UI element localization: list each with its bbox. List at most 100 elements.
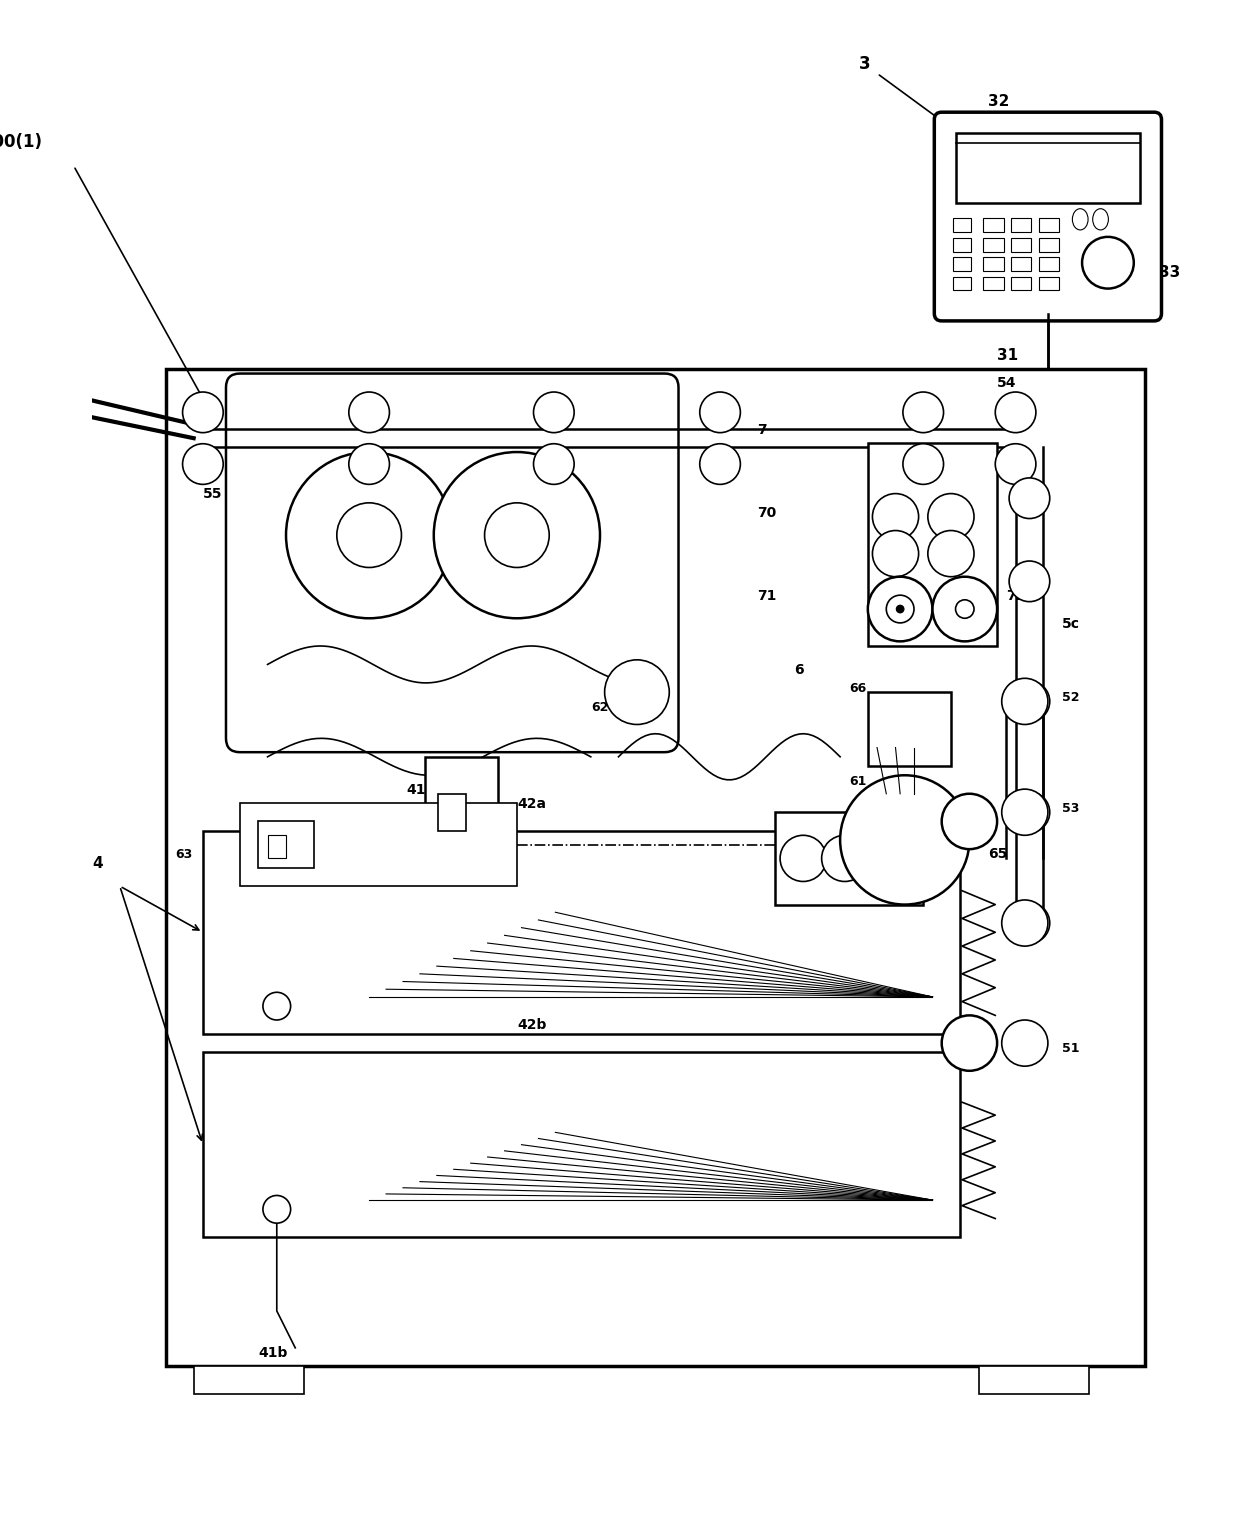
Text: 62: 62 [590,701,608,713]
Circle shape [873,493,919,540]
Circle shape [286,452,453,619]
Text: 42a: 42a [517,796,546,810]
Circle shape [348,444,389,484]
Circle shape [1009,681,1050,721]
Bar [193,1366,305,1395]
Circle shape [822,836,868,882]
Bar [983,237,1003,251]
Bar [1039,257,1059,271]
Bar [424,756,498,850]
Circle shape [941,1015,997,1070]
Circle shape [1083,237,1133,288]
Text: 33: 33 [1158,265,1180,280]
Circle shape [1002,900,1048,946]
Circle shape [868,577,932,641]
Bar [952,257,971,271]
Text: 72: 72 [1007,589,1025,603]
Text: 64: 64 [711,867,728,880]
Circle shape [903,392,944,433]
Text: 6: 6 [794,663,804,677]
Bar [203,831,960,1033]
Text: 100(1): 100(1) [0,133,42,152]
Circle shape [996,444,1035,484]
Text: 4: 4 [92,856,103,871]
Bar [1011,237,1032,251]
Circle shape [348,392,389,433]
Bar [952,237,971,251]
Circle shape [1009,903,1050,943]
Text: 55: 55 [203,487,222,501]
Bar [1039,237,1059,251]
Text: 32: 32 [988,93,1009,109]
Bar [775,813,924,905]
Bar [1011,277,1032,291]
Bar [978,1366,1090,1395]
Bar [956,133,1141,202]
Circle shape [956,600,975,619]
Bar [268,836,286,859]
Bar [203,1052,960,1237]
Circle shape [996,392,1035,433]
Circle shape [932,577,997,641]
Bar [952,277,971,291]
Circle shape [897,605,904,612]
Bar [868,442,997,646]
Circle shape [1002,1020,1048,1066]
Text: 51: 51 [1061,1043,1079,1055]
Bar [239,802,517,886]
Circle shape [1009,560,1050,602]
Text: 52: 52 [1061,692,1079,704]
Circle shape [533,444,574,484]
Circle shape [263,992,290,1020]
Circle shape [337,502,402,568]
Circle shape [1002,678,1048,724]
Bar [1039,277,1059,291]
Circle shape [605,660,670,724]
FancyBboxPatch shape [226,374,678,752]
Bar [1011,219,1032,233]
Text: 71: 71 [756,589,776,603]
Bar [952,219,971,233]
Circle shape [699,444,740,484]
Circle shape [485,502,549,568]
Bar [983,219,1003,233]
Circle shape [873,531,919,577]
Circle shape [887,596,914,623]
Circle shape [928,531,975,577]
Bar [983,257,1003,271]
Bar [1011,257,1032,271]
Circle shape [841,775,970,905]
Circle shape [928,493,975,540]
Text: 54: 54 [997,377,1017,390]
Text: 5a: 5a [932,912,950,926]
Text: 41b: 41b [258,1346,288,1360]
Bar [983,277,1003,291]
Text: 3: 3 [858,55,870,73]
Text: 42b: 42b [517,1018,547,1032]
Bar [439,793,466,831]
Ellipse shape [1073,208,1087,230]
Text: 66: 66 [849,683,867,695]
Bar [166,369,1145,1366]
Text: 5c: 5c [1061,617,1080,631]
Circle shape [863,836,909,882]
Circle shape [1002,788,1048,836]
Circle shape [699,392,740,433]
Bar [868,692,951,766]
Circle shape [434,452,600,619]
Text: 70: 70 [756,505,776,519]
Circle shape [780,836,826,882]
Circle shape [533,392,574,433]
Ellipse shape [1092,208,1109,230]
Circle shape [1009,478,1050,519]
Circle shape [941,793,997,850]
Circle shape [903,444,944,484]
Text: 61: 61 [849,775,867,787]
Circle shape [263,1196,290,1223]
Circle shape [182,392,223,433]
Circle shape [182,444,223,484]
Bar [258,822,314,868]
Circle shape [1009,792,1050,833]
Text: 53: 53 [1061,802,1079,814]
Text: 7: 7 [756,423,766,436]
